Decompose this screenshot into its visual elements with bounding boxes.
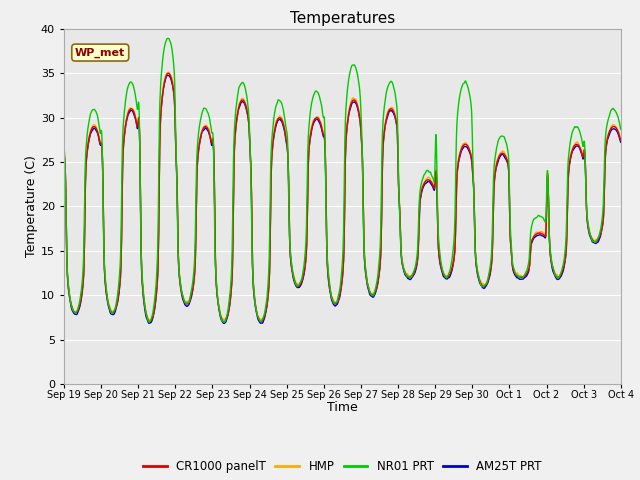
X-axis label: Time: Time <box>327 401 358 414</box>
NR01 PRT <box>617 126 625 132</box>
CR1000 panelT <box>505 166 513 172</box>
CR1000 panelT <box>216 308 223 314</box>
HMP <box>505 165 513 170</box>
AM25T PRT <box>617 139 625 145</box>
HMP <box>60 150 68 156</box>
AM25T PRT <box>568 149 576 155</box>
CR1000 panelT <box>568 148 576 154</box>
Line: HMP: HMP <box>64 72 621 321</box>
HMP <box>359 177 367 182</box>
AM25T PRT <box>584 221 591 227</box>
Text: WP_met: WP_met <box>75 48 125 58</box>
HMP <box>216 307 223 313</box>
AM25T PRT <box>359 180 367 185</box>
CR1000 panelT <box>359 178 367 184</box>
AM25T PRT <box>505 168 513 173</box>
HMP <box>584 217 591 223</box>
CR1000 panelT <box>257 319 265 324</box>
NR01 PRT <box>505 155 513 161</box>
NR01 PRT <box>216 309 223 315</box>
NR01 PRT <box>145 319 153 325</box>
NR01 PRT <box>164 36 172 41</box>
Line: CR1000 panelT: CR1000 panelT <box>64 73 621 322</box>
HMP <box>146 318 154 324</box>
Title: Temperatures: Temperatures <box>290 11 395 26</box>
CR1000 panelT <box>584 219 591 225</box>
CR1000 panelT <box>371 289 379 295</box>
CR1000 panelT <box>617 138 625 144</box>
HMP <box>617 135 625 141</box>
AM25T PRT <box>60 154 68 159</box>
HMP <box>371 288 379 294</box>
Line: NR01 PRT: NR01 PRT <box>64 38 621 322</box>
HMP <box>164 70 172 75</box>
NR01 PRT <box>359 192 367 198</box>
NR01 PRT <box>568 130 576 136</box>
Legend: CR1000 panelT, HMP, NR01 PRT, AM25T PRT: CR1000 panelT, HMP, NR01 PRT, AM25T PRT <box>138 455 547 478</box>
AM25T PRT <box>371 291 379 297</box>
CR1000 panelT <box>60 152 68 157</box>
CR1000 panelT <box>164 71 172 76</box>
NR01 PRT <box>60 145 68 151</box>
AM25T PRT <box>164 72 172 78</box>
NR01 PRT <box>584 217 591 223</box>
Line: AM25T PRT: AM25T PRT <box>64 75 621 324</box>
AM25T PRT <box>220 321 228 326</box>
Y-axis label: Temperature (C): Temperature (C) <box>25 156 38 257</box>
NR01 PRT <box>371 288 379 293</box>
AM25T PRT <box>216 310 223 315</box>
HMP <box>568 147 576 153</box>
